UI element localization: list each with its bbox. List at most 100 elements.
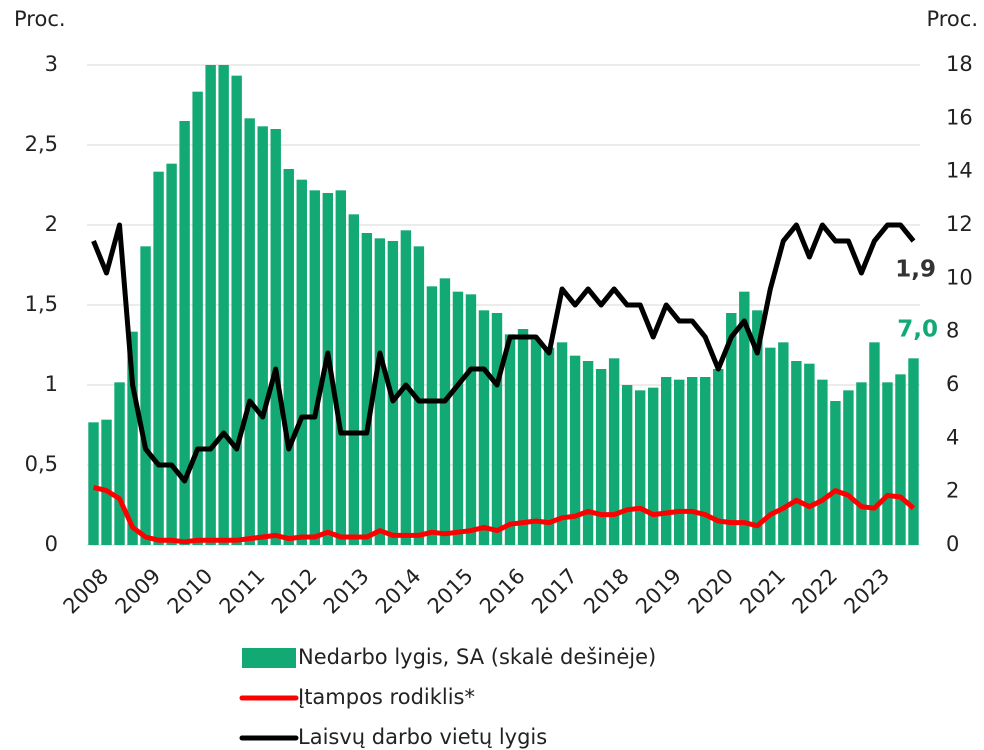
x-tick-label: 2016: [475, 564, 530, 619]
bar: [218, 65, 229, 545]
bar: [439, 278, 451, 545]
x-tick-label: 2013: [319, 564, 374, 619]
x-tick-label: 2017: [527, 564, 582, 619]
bar: [843, 390, 854, 545]
bar: [791, 361, 802, 545]
bar: [569, 355, 581, 545]
bar: [713, 369, 724, 545]
legend-label: Nedarbo lygis, SA (skalė dešinėje): [298, 645, 656, 669]
bar: [114, 382, 125, 545]
bar: [348, 214, 360, 546]
bar: [413, 246, 425, 546]
bar: [192, 91, 203, 546]
x-tick-label: 2021: [735, 564, 790, 619]
bar: [296, 179, 307, 545]
bar: [127, 331, 138, 545]
bar: [491, 313, 503, 545]
bar: [687, 377, 698, 545]
bar: [478, 310, 490, 545]
bar: [634, 390, 646, 545]
bar: [530, 339, 542, 545]
bar: [426, 286, 438, 545]
annotation: 1,9: [895, 257, 936, 283]
y-tick-label: 1,5: [25, 292, 58, 316]
bar: [205, 65, 216, 545]
bar: [517, 329, 529, 545]
y2-tick-label: 14: [946, 159, 973, 183]
bar: [244, 118, 255, 545]
bar: [166, 163, 177, 545]
y2-axis-title: Proc.: [926, 7, 978, 31]
y2-tick-label: 4: [946, 425, 959, 449]
bar: [765, 347, 776, 545]
x-tick-label: 2019: [631, 564, 686, 619]
y2-tick-label: 8: [946, 319, 959, 343]
bar: [608, 358, 620, 545]
bar: [869, 342, 880, 545]
x-tick-label: 2011: [215, 564, 270, 619]
y-tick-label: 3: [45, 52, 58, 76]
x-tick-label: 2018: [579, 564, 634, 619]
bar: [452, 291, 464, 545]
y2-tick-label: 16: [946, 105, 973, 129]
bar: [374, 238, 386, 546]
x-tick-label: 2010: [163, 564, 218, 619]
bar: [361, 233, 373, 545]
bar: [465, 294, 477, 545]
legend-label: Laisvų darbo vietų lygis: [298, 725, 547, 749]
bar: [674, 379, 685, 545]
bar: [257, 126, 268, 545]
bar: [752, 310, 763, 545]
x-tick-label: 2022: [787, 564, 842, 619]
annotation: 7,0: [897, 317, 938, 343]
bar: [778, 342, 789, 545]
bar: [322, 193, 333, 545]
x-tick-label: 2020: [683, 564, 738, 619]
x-tick-label: 2008: [59, 564, 114, 619]
bar: [804, 363, 815, 545]
bar: [817, 379, 828, 545]
y2-tick-label: 0: [946, 532, 959, 556]
y-tick-label: 0: [45, 532, 58, 556]
y-tick-label: 0,5: [25, 452, 58, 476]
bar: [882, 382, 893, 545]
x-tick-label: 2014: [371, 564, 426, 619]
bar: [660, 377, 672, 545]
bar: [283, 169, 294, 545]
bar: [830, 401, 841, 545]
y-tick-label: 2: [45, 212, 58, 236]
y-tick-label: 2,5: [25, 132, 58, 156]
x-tick-label: 2015: [423, 564, 478, 619]
bar: [908, 358, 919, 545]
bar: [647, 387, 659, 545]
bar: [140, 246, 151, 546]
y2-tick-label: 10: [946, 265, 973, 289]
bar: [88, 422, 99, 545]
bar: [270, 129, 281, 545]
bar: [309, 190, 320, 546]
y-tick-label: 1: [45, 372, 58, 396]
bar: [556, 342, 568, 545]
line: [92, 484, 916, 545]
bar: [595, 369, 607, 545]
y2-tick-label: 2: [946, 479, 959, 503]
bar: [543, 347, 555, 545]
legend-label: Įtampos rodiklis*: [298, 685, 475, 709]
x-tick-label: 2023: [839, 564, 894, 619]
bar: [621, 385, 633, 545]
bar: [582, 361, 594, 545]
x-tick-label: 2012: [267, 564, 322, 619]
bar: [700, 377, 711, 545]
bar: [231, 75, 242, 546]
legend-swatch: [242, 648, 296, 668]
bar: [856, 382, 867, 545]
line: [91, 222, 916, 484]
bar: [101, 419, 112, 545]
y2-tick-label: 6: [946, 372, 959, 396]
bar: [179, 121, 190, 545]
y-axis-title: Proc.: [14, 7, 66, 31]
bar: [153, 171, 164, 545]
bar: [335, 190, 347, 546]
y2-tick-label: 12: [946, 212, 973, 236]
